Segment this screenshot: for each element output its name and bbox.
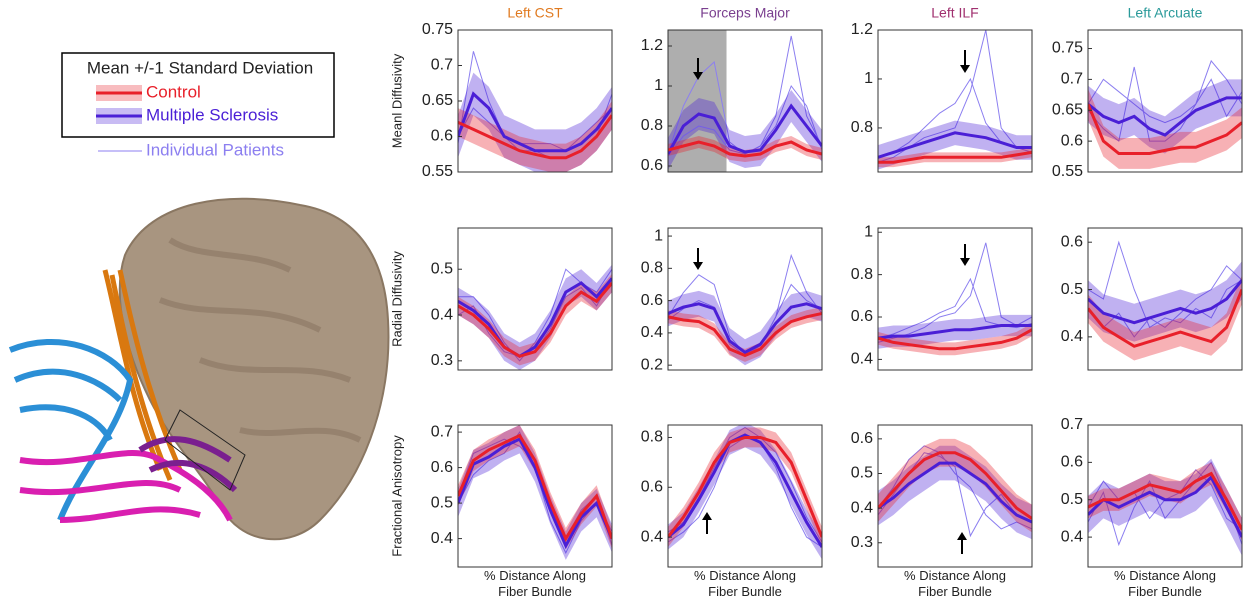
brain-illustration: [10, 199, 388, 540]
y-tick-label: 0.6: [431, 128, 453, 145]
y-tick-label: 1: [654, 77, 663, 94]
arrow-head: [693, 262, 703, 270]
y-tick-label: 1.2: [641, 37, 663, 54]
panel: [458, 425, 612, 560]
y-tick-label: 0.4: [431, 530, 453, 547]
y-tick-label: 0.5: [851, 465, 873, 482]
mean-line: [668, 435, 822, 547]
y-tick-label: 1.2: [851, 21, 873, 38]
legend-label: Individual Patients: [146, 140, 284, 159]
y-tick-label: 0.55: [1052, 163, 1083, 180]
panel: [1088, 459, 1242, 556]
y-tick-label: 0.6: [1061, 233, 1083, 250]
y-tick-label: 0.5: [431, 494, 453, 511]
y-tick-label: 0.7: [1061, 71, 1083, 88]
mean-line: [458, 278, 612, 356]
legend-label: Control: [146, 82, 201, 101]
y-tick-label: 0.5: [1061, 491, 1083, 508]
y-tick-label: 0.7: [431, 423, 453, 440]
arrow-head: [957, 532, 967, 540]
panel: [458, 51, 612, 172]
y-tick-label: 1: [654, 227, 663, 244]
x-axis-label-box: % Distance Along Fiber Bundle: [680, 568, 810, 600]
y-tick-label: 0.4: [851, 351, 873, 368]
y-tick-label: 0.6: [851, 308, 873, 325]
y-tick-label: 1: [864, 70, 873, 87]
y-tick-label: 0.8: [851, 266, 873, 283]
panel: [668, 255, 822, 365]
x-axis-label-box: % Distance Along Fiber Bundle: [1100, 568, 1230, 600]
y-tick-label: 0.6: [641, 478, 663, 495]
arrow-head: [960, 258, 970, 266]
figure: Mean +/-1 Standard Deviation Control Mult…: [0, 0, 1246, 600]
y-tick-label: 0.5: [1061, 281, 1083, 298]
panel-title: Left CST: [507, 5, 563, 21]
sd-band: [668, 428, 822, 548]
y-tick-label: 0.3: [851, 534, 873, 551]
panel: [668, 30, 822, 172]
x-axis-label: % Distance Along Fiber Bundle: [890, 568, 1020, 600]
x-axis-label-box: % Distance Along Fiber Bundle: [890, 568, 1020, 600]
y-tick-label: 0.8: [641, 117, 663, 134]
y-tick-label: 0.4: [1061, 328, 1083, 345]
arrow-head: [960, 65, 970, 73]
y-tick-label: 0.6: [641, 157, 663, 174]
legend-label: Multiple Sclerosis: [146, 105, 278, 124]
panel-title: Forceps Major: [700, 5, 790, 21]
y-tick-label: 0.4: [1061, 528, 1083, 545]
y-tick-label: 0.6: [1061, 132, 1083, 149]
y-tick-label: 0.3: [431, 352, 453, 369]
arrow-head: [702, 512, 712, 520]
x-axis-label-box: % Distance Along Fiber Bundle: [470, 568, 600, 600]
y-tick-label: 0.55: [422, 163, 453, 180]
y-tick-label: 0.7: [431, 57, 453, 74]
y-axis-label: Meanl Diffusivity: [389, 53, 404, 148]
panel: [1088, 242, 1242, 360]
sd-band: [458, 425, 612, 549]
panel-title: Left Arcuate: [1128, 5, 1203, 21]
y-tick-label: 0.4: [641, 528, 663, 545]
y-tick-label: 0.6: [1061, 454, 1083, 471]
y-tick-label: 1: [864, 223, 873, 240]
y-tick-label: 0.65: [422, 92, 453, 109]
y-tick-label: 0.7: [1061, 416, 1083, 433]
y-tick-label: 0.2: [641, 356, 663, 373]
legend-title: Mean +/-1 Standard Deviation: [87, 58, 313, 77]
y-tick-label: 0.8: [641, 429, 663, 446]
panel: [878, 243, 1032, 355]
y-tick-label: 0.8: [851, 119, 873, 136]
patient-line: [668, 438, 822, 548]
y-tick-label: 0.4: [851, 499, 873, 516]
y-tick-label: 0.8: [641, 260, 663, 277]
y-tick-label: 0.6: [641, 292, 663, 309]
y-tick-label: 0.6: [431, 459, 453, 476]
y-axis-label: Fractional Anisotropy: [389, 435, 404, 557]
y-tick-label: 0.75: [422, 21, 453, 38]
panel-title: Left ILF: [931, 5, 978, 21]
y-axis-label: Radial Diffusivity: [389, 251, 404, 347]
panel: [458, 265, 612, 370]
panel: [1088, 61, 1242, 169]
y-tick-label: 0.5: [431, 260, 453, 277]
panel: [878, 439, 1032, 539]
y-tick-label: 0.4: [641, 324, 663, 341]
x-axis-label: % Distance Along Fiber Bundle: [470, 568, 600, 600]
y-tick-label: 0.6: [851, 430, 873, 447]
y-tick-label: 0.4: [431, 306, 453, 323]
x-axis-label: % Distance Along Fiber Bundle: [680, 568, 810, 600]
panel: [878, 30, 1032, 170]
y-tick-label: 0.65: [1052, 101, 1083, 118]
x-axis-label: % Distance Along Fiber Bundle: [1100, 568, 1230, 600]
panel: [668, 423, 822, 560]
y-tick-label: 0.75: [1052, 40, 1083, 57]
